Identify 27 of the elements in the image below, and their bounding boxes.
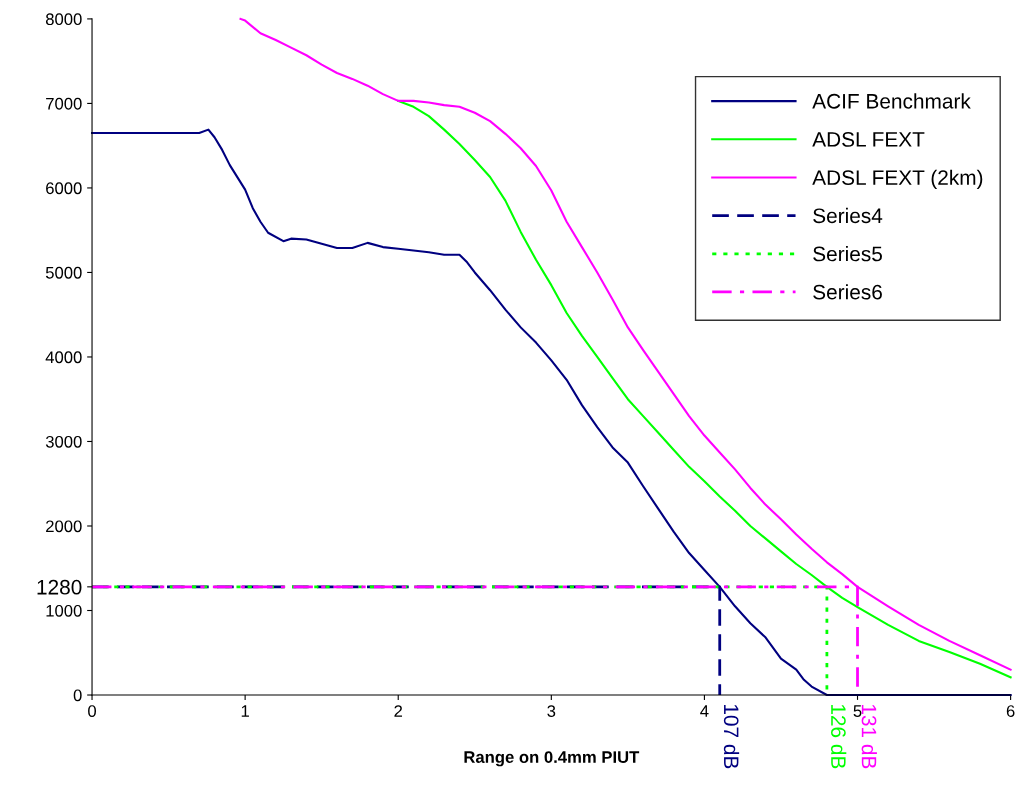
- legend-label: ADSL FEXT (2km): [812, 169, 983, 190]
- annotation: 107 dB: [723, 704, 740, 769]
- legend-label: Series6: [813, 284, 882, 300]
- legend-label: Series5: [813, 246, 882, 262]
- y-tick-label: 7000: [46, 97, 82, 110]
- x-tick-label: 6: [1006, 705, 1015, 717]
- legend-label: ADSL FEXT: [812, 132, 925, 147]
- y-tick-label: 6000: [46, 182, 82, 195]
- annotation: 126 dB: [831, 704, 847, 769]
- annotation: 131 dB: [861, 704, 877, 769]
- legend-label: Series4: [813, 207, 883, 224]
- y-tick-label: 2000: [46, 520, 82, 533]
- y-tick-label: 1000: [46, 604, 82, 617]
- x-tick-label: 0: [88, 705, 97, 717]
- legend-label: ACIF Benchmark: [812, 93, 971, 109]
- x-tick-label: 1: [241, 705, 249, 717]
- y-tick-label: 1280: [37, 579, 82, 595]
- y-tick-label: 0: [73, 689, 82, 702]
- y-tick-label: 5000: [45, 266, 82, 279]
- x-axis-title: Range on 0.4mm PIUT: [464, 751, 640, 767]
- y-tick-label: 3000: [45, 435, 82, 448]
- y-tick-label: 4000: [45, 351, 82, 364]
- x-tick-label: 2: [394, 705, 403, 717]
- x-tick-label: 3: [547, 705, 556, 717]
- y-tick-label: 8000: [45, 13, 82, 26]
- x-tick-label: 5: [853, 705, 862, 717]
- x-tick-label: 4: [700, 705, 709, 717]
